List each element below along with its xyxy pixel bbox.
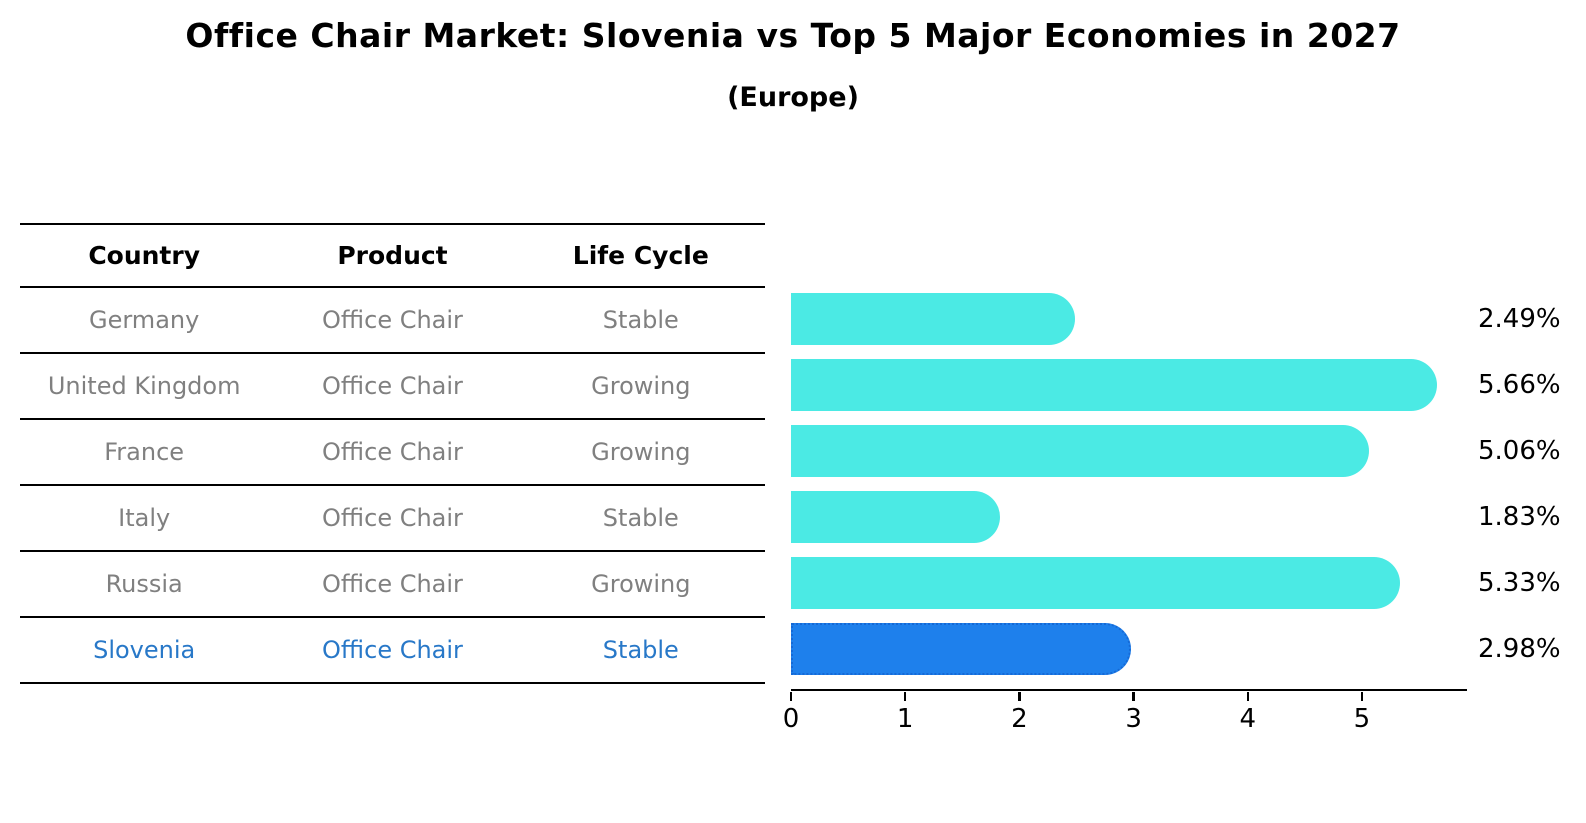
table-row: Italy Office Chair Stable: [20, 486, 765, 552]
cell-life-cycle: Growing: [591, 570, 691, 598]
cell-product: Office Chair: [322, 306, 463, 334]
cell-life-cycle: Stable: [602, 306, 679, 334]
cell-product: Office Chair: [322, 372, 463, 400]
cell-product: Office Chair: [322, 570, 463, 598]
table-row-slovenia-highlighted: Slovenia Office Chair Stable: [20, 618, 765, 684]
table-header-row: Country Product Life Cycle: [20, 223, 765, 288]
table-row: United Kingdom Office Chair Growing: [20, 354, 765, 420]
bar-value-label: 2.49%: [1478, 304, 1561, 334]
cell-product: Office Chair: [322, 438, 463, 466]
bar-italy: [791, 491, 1000, 543]
x-axis-tick-mark: [904, 692, 907, 701]
x-axis-tick-mark: [789, 692, 793, 701]
cell-country: France: [104, 438, 185, 466]
cell-product: Office Chair: [322, 504, 463, 532]
x-axis-tick-label: 1: [896, 704, 914, 734]
x-axis-tick-label: 5: [1353, 704, 1371, 734]
x-axis-tick-label: 4: [1239, 704, 1257, 734]
cell-country: Italy: [118, 504, 171, 532]
bar-plot-area: 0 1 2 3 4 5: [783, 286, 1467, 734]
column-header-country: Country: [88, 241, 201, 270]
x-axis-tick-label: 2: [1011, 704, 1028, 734]
bar-value-label: 5.66%: [1478, 370, 1561, 400]
cell-life-cycle: Growing: [591, 372, 691, 400]
x-axis-tick-mark: [1132, 692, 1135, 701]
x-axis-line: [791, 689, 1467, 691]
chart-title: Office Chair Market: Slovenia vs Top 5 M…: [185, 16, 1401, 55]
bar-value-label: 5.33%: [1478, 568, 1561, 598]
chart-subtitle: (Europe): [727, 82, 859, 113]
table-row: Russia Office Chair Growing: [20, 552, 765, 618]
cell-life-cycle: Stable: [602, 504, 679, 532]
country-table: Country Product Life Cycle Germany Offic…: [20, 223, 765, 684]
cell-life-cycle: Stable: [602, 636, 679, 664]
cell-country: Slovenia: [93, 636, 196, 664]
x-axis-tick-mark: [1246, 692, 1249, 701]
x-axis-tick-label: 0: [782, 704, 800, 734]
bar-russia: [791, 557, 1400, 609]
x-axis-tick-mark: [1018, 692, 1021, 701]
cell-country: Russia: [105, 570, 183, 598]
cell-country: United Kingdom: [47, 372, 241, 400]
bar-germany: [791, 293, 1076, 345]
column-header-product: Product: [337, 241, 448, 270]
x-axis-tick-label: 3: [1125, 704, 1142, 734]
x-axis-tick-mark: [1360, 692, 1364, 701]
column-header-life-cycle: Life Cycle: [572, 241, 709, 270]
table-row: France Office Chair Growing: [20, 420, 765, 486]
bar-france: [791, 425, 1369, 477]
bar-slovenia-highlighted: [791, 623, 1132, 675]
bar-united-kingdom: [791, 359, 1438, 411]
cell-life-cycle: Growing: [591, 438, 691, 466]
cell-product: Office Chair: [322, 636, 463, 664]
bar-value-label: 5.06%: [1478, 436, 1561, 466]
bar-value-label: 2.98%: [1478, 634, 1561, 664]
table-row: Germany Office Chair Stable: [20, 288, 765, 354]
cell-country: Germany: [89, 306, 200, 334]
bar-value-label: 1.83%: [1478, 502, 1561, 532]
